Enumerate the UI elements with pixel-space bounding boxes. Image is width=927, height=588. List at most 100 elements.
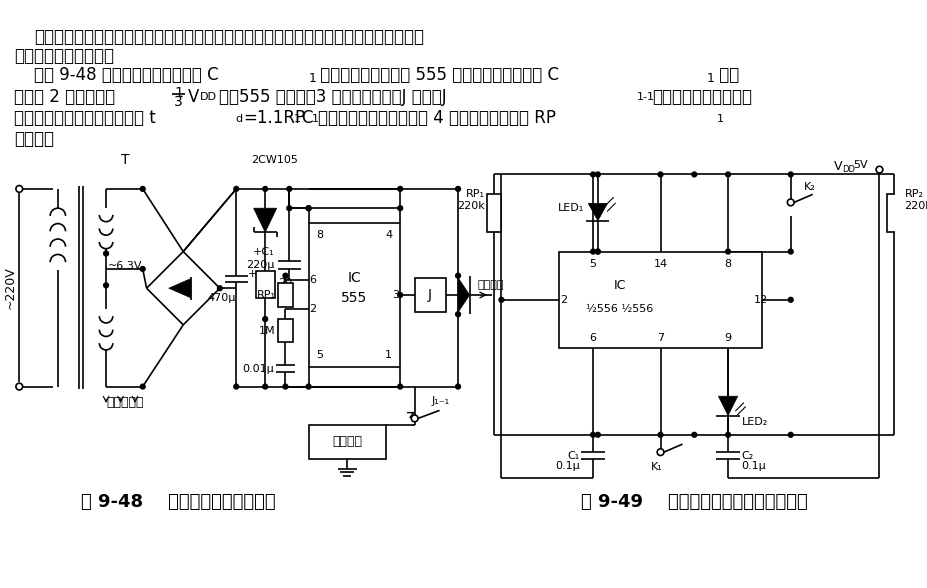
Circle shape	[595, 249, 600, 254]
Circle shape	[656, 449, 663, 456]
Text: =1.1RP: =1.1RP	[243, 109, 305, 127]
Circle shape	[725, 249, 730, 254]
Circle shape	[16, 383, 22, 390]
Text: LED₁: LED₁	[557, 203, 584, 213]
Text: 470μ: 470μ	[208, 293, 235, 303]
Text: 5V: 5V	[853, 160, 867, 170]
Circle shape	[455, 186, 460, 191]
Circle shape	[234, 186, 238, 191]
Text: 9: 9	[724, 333, 730, 343]
Text: J: J	[427, 288, 432, 302]
Circle shape	[692, 432, 696, 437]
Circle shape	[725, 172, 730, 177]
Circle shape	[692, 172, 696, 177]
Text: K₂: K₂	[804, 182, 815, 192]
Circle shape	[590, 249, 595, 254]
Text: 6: 6	[309, 276, 316, 286]
Text: T: T	[121, 153, 130, 167]
Text: +: +	[248, 269, 257, 279]
Text: 来改变。: 来改变。	[15, 130, 55, 148]
Circle shape	[104, 251, 108, 256]
Text: 0.1μ: 0.1μ	[741, 460, 766, 470]
Bar	[309, 425, 386, 459]
Polygon shape	[458, 278, 469, 312]
Text: 1: 1	[309, 72, 316, 85]
Text: 0.1μ: 0.1μ	[554, 460, 579, 470]
Polygon shape	[717, 396, 737, 416]
Circle shape	[455, 312, 460, 317]
Circle shape	[217, 286, 222, 290]
Text: 6: 6	[589, 333, 596, 343]
Circle shape	[16, 186, 22, 192]
Circle shape	[455, 384, 460, 389]
Circle shape	[787, 298, 793, 302]
Bar	[487, 193, 501, 232]
Text: 2CW105: 2CW105	[250, 155, 298, 165]
Circle shape	[875, 166, 882, 173]
Text: C: C	[300, 109, 312, 127]
Bar	[309, 223, 400, 368]
Bar	[886, 193, 901, 232]
Circle shape	[657, 432, 662, 437]
Text: 1M: 1M	[259, 326, 275, 336]
Text: 的充: 的充	[713, 66, 738, 85]
Circle shape	[140, 266, 145, 271]
Text: IC: IC	[347, 270, 361, 285]
Circle shape	[595, 172, 600, 177]
Circle shape	[140, 186, 145, 191]
Text: C₁: C₁	[566, 451, 579, 461]
Circle shape	[411, 415, 417, 422]
Text: 14: 14	[653, 259, 667, 269]
Circle shape	[398, 384, 402, 389]
Circle shape	[262, 186, 267, 191]
Circle shape	[499, 298, 503, 302]
Text: 4: 4	[385, 230, 392, 240]
Text: 时，555 才置位，3 脚转呈高电平，J 吸合，J: 时，555 才置位，3 脚转呈高电平，J 吸合，J	[219, 88, 446, 106]
Text: 5: 5	[589, 259, 596, 269]
Circle shape	[104, 283, 108, 288]
Circle shape	[306, 206, 311, 211]
Text: LED₂: LED₂	[741, 417, 767, 427]
Bar	[255, 271, 274, 298]
Circle shape	[283, 273, 287, 278]
Text: V: V	[188, 88, 199, 106]
Text: 20: 20	[277, 278, 291, 288]
Text: 1: 1	[173, 86, 183, 100]
Circle shape	[787, 249, 793, 254]
Circle shape	[286, 186, 291, 191]
Polygon shape	[253, 208, 276, 232]
Circle shape	[595, 249, 600, 254]
Circle shape	[286, 206, 291, 211]
Circle shape	[398, 206, 402, 211]
Text: 高压电流: 高压电流	[332, 435, 362, 448]
Text: J₁₋₁: J₁₋₁	[432, 396, 450, 406]
Text: RP₁: RP₁	[465, 189, 485, 199]
Text: 电子管灯丝: 电子管灯丝	[107, 396, 144, 409]
Text: 8: 8	[316, 230, 324, 240]
Circle shape	[140, 384, 145, 389]
Text: DD: DD	[841, 165, 854, 174]
Text: ，图示参数的最大延时约 4 分钟。可通过调节 RP: ，图示参数的最大延时约 4 分钟。可通过调节 RP	[318, 109, 555, 127]
Circle shape	[787, 172, 793, 177]
Bar	[277, 283, 293, 306]
Polygon shape	[169, 279, 191, 298]
Text: C₂: C₂	[741, 451, 753, 461]
Text: d: d	[235, 113, 242, 123]
Circle shape	[306, 384, 311, 389]
Text: K₁: K₁	[650, 462, 662, 472]
Text: 1-1: 1-1	[636, 92, 654, 102]
Text: 上电压不能突变，使 555 处于复位状态。随着 C: 上电压不能突变，使 555 处于复位状态。随着 C	[315, 66, 559, 85]
Text: 555: 555	[341, 291, 367, 305]
Text: RP₁: RP₁	[257, 290, 275, 300]
Text: 如图 9-48 所示，开机初始，由于 C: 如图 9-48 所示，开机初始，由于 C	[33, 66, 218, 85]
Circle shape	[657, 172, 662, 177]
Text: 220k: 220k	[457, 202, 485, 212]
Text: 220k: 220k	[904, 202, 927, 212]
Circle shape	[590, 432, 595, 437]
Text: ~220V: ~220V	[3, 266, 16, 309]
Text: 2: 2	[559, 295, 566, 305]
Text: 该电路多用于有真空管设备中灯丝需预热的场合，使灯丝有充分的预热时间，避免在阴极: 该电路多用于有真空管设备中灯丝需预热的场合，使灯丝有充分的预热时间，避免在阴极	[33, 28, 424, 46]
Circle shape	[455, 273, 460, 278]
Text: 12: 12	[754, 295, 768, 305]
Text: 工作电压: 工作电压	[476, 280, 503, 290]
